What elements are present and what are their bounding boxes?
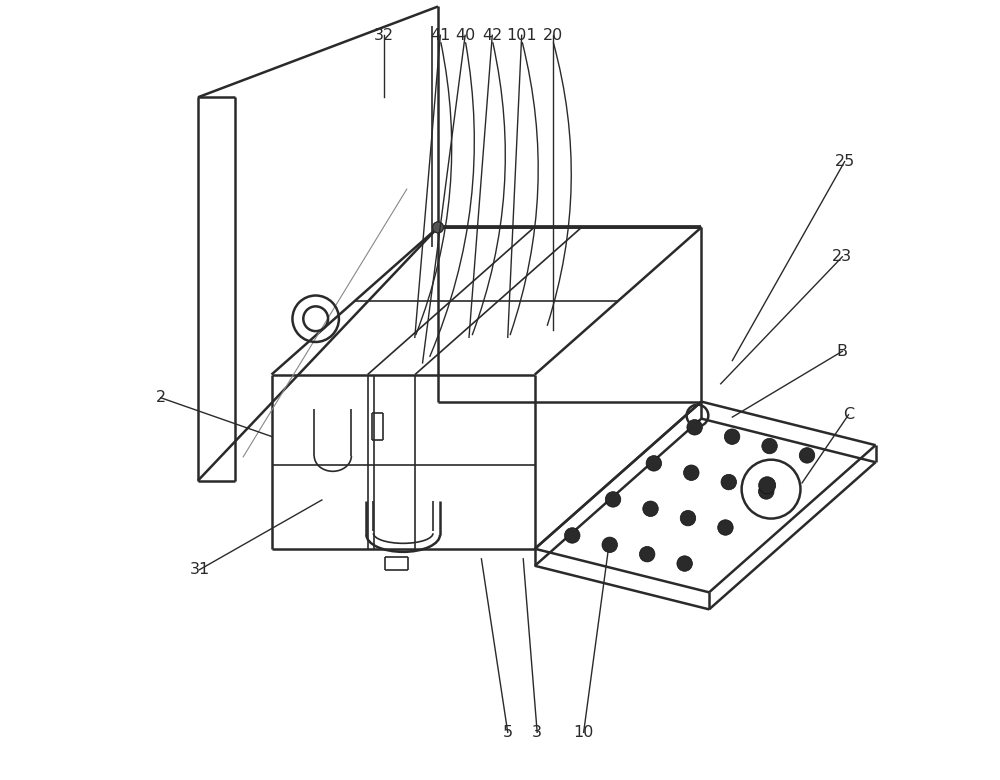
Circle shape [684,465,699,480]
Circle shape [758,484,774,499]
Text: 25: 25 [835,154,855,169]
Circle shape [643,501,658,516]
Text: 10: 10 [573,725,594,739]
Text: 32: 32 [374,28,394,43]
Circle shape [759,477,776,494]
Text: 3: 3 [532,725,542,739]
Circle shape [687,420,702,435]
Circle shape [646,456,662,471]
Text: 40: 40 [455,28,475,43]
Circle shape [721,474,737,490]
Circle shape [799,448,815,463]
Circle shape [639,547,655,562]
Text: 31: 31 [189,562,210,577]
Text: B: B [837,344,848,359]
Circle shape [433,222,443,232]
Circle shape [718,519,733,535]
Text: 101: 101 [506,28,537,43]
Circle shape [677,556,692,571]
Text: 42: 42 [482,28,502,43]
Text: 20: 20 [543,28,563,43]
Circle shape [605,491,621,507]
Circle shape [762,438,777,454]
Text: C: C [843,407,854,422]
Text: 23: 23 [832,250,852,264]
Circle shape [565,528,580,543]
Circle shape [433,222,443,232]
Text: 2: 2 [156,390,166,406]
Circle shape [680,510,696,526]
Text: 5: 5 [503,725,513,739]
Circle shape [724,429,740,445]
Text: 41: 41 [430,28,451,43]
Circle shape [602,537,617,552]
